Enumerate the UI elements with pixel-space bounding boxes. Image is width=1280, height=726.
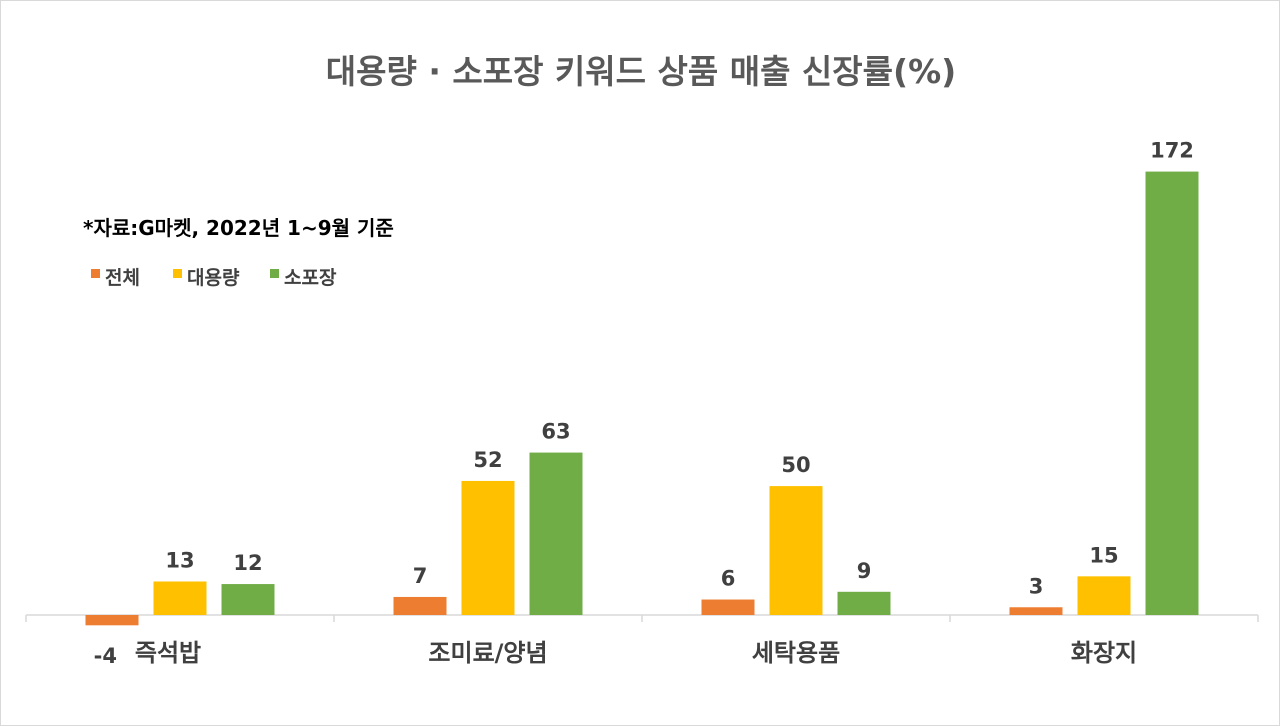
legend: 전체 대용량 소포장 <box>91 267 337 289</box>
bar-소포장-세탁용품 <box>837 591 891 615</box>
bar-소포장-조미료/양념 <box>529 452 583 615</box>
data-label-대용량-조미료/양념: 52 <box>473 448 502 472</box>
legend-swatch-소포장 <box>270 269 279 278</box>
data-label-대용량-화장지: 15 <box>1089 543 1118 567</box>
data-label-전체-세탁용품: 6 <box>721 567 736 591</box>
data-label-소포장-화장지: 172 <box>1150 139 1194 163</box>
data-label-전체-조미료/양념: 7 <box>413 564 428 588</box>
source-note: *자료:G마켓, 2022년 1~9월 기준 <box>83 216 394 240</box>
legend-swatch-대용량 <box>173 269 182 278</box>
category-label-화장지: 화장지 <box>1071 639 1137 667</box>
data-label-대용량-세탁용품: 50 <box>781 453 810 477</box>
data-label-소포장-즉석밥: 12 <box>233 551 262 575</box>
legend-swatch-전체 <box>91 269 100 278</box>
bar-대용량-세탁용품 <box>769 486 823 615</box>
bar-대용량-조미료/양념 <box>461 480 515 615</box>
bar-대용량-화장지 <box>1077 576 1131 615</box>
legend-label-대용량: 대용량 <box>187 267 240 289</box>
data-label-대용량-즉석밥: 13 <box>165 548 194 572</box>
bar-전체-화장지 <box>1009 607 1063 615</box>
bar-소포장-즉석밥 <box>221 584 275 615</box>
bar-전체-세탁용품 <box>701 599 755 615</box>
data-label-소포장-조미료/양념: 63 <box>541 420 570 444</box>
chart-title: 대용량 · 소포장 키워드 상품 매출 신장률(%) <box>326 52 956 91</box>
plot-area: -4 13 12 즉석밥 7 52 63 조미료/양념 6 50 9 세탁용품 3 15 172 화장지 <box>25 139 1259 668</box>
bar-전체-조미료/양념 <box>393 596 447 615</box>
category-label-세탁용품: 세탁용품 <box>752 639 840 667</box>
legend-label-전체: 전체 <box>105 267 140 289</box>
data-label-전체-즉석밥: -4 <box>94 644 117 668</box>
legend-label-소포장: 소포장 <box>284 267 337 289</box>
data-label-소포장-세탁용품: 9 <box>857 559 872 583</box>
bar-전체-즉석밥 <box>85 615 139 626</box>
category-label-즉석밥: 즉석밥 <box>135 639 201 667</box>
category-label-조미료/양념: 조미료/양념 <box>428 639 547 667</box>
bar-대용량-즉석밥 <box>153 581 207 615</box>
bar-소포장-화장지 <box>1145 171 1199 616</box>
data-label-전체-화장지: 3 <box>1029 574 1044 598</box>
